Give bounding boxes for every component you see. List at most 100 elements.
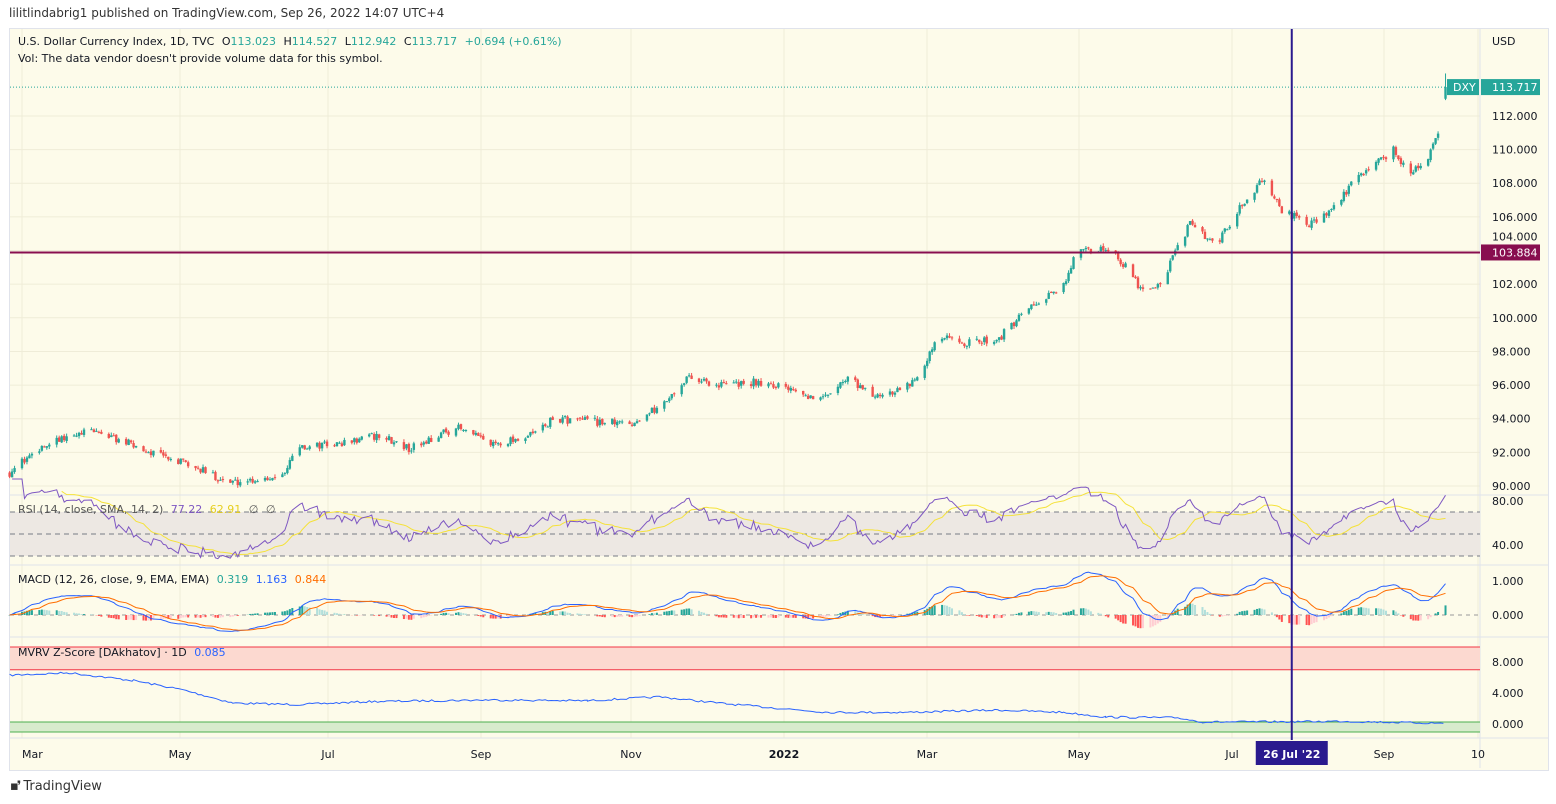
candle-body	[392, 442, 396, 445]
mvrv-legend[interactable]: MVRV Z-Score [DAkhatov] · 1D 0.085	[18, 646, 230, 659]
candle-body	[975, 338, 978, 340]
macd-histogram-bar	[204, 615, 207, 618]
macd-histogram-bar	[1377, 608, 1380, 615]
candle-body	[219, 479, 222, 481]
candle-body	[581, 418, 584, 420]
candle-body	[1362, 174, 1365, 176]
macd-histogram-bar	[928, 607, 931, 615]
candle-body	[551, 417, 554, 420]
macd-histogram-bar	[998, 615, 1001, 618]
macd-histogram-bar	[613, 615, 616, 618]
candle-body	[928, 351, 931, 361]
tradingview-brand[interactable]: ▪❜ TradingView	[10, 779, 102, 794]
candle-body	[377, 434, 381, 438]
candle-body	[911, 380, 914, 387]
candle-body	[28, 455, 31, 459]
candle-body	[861, 385, 864, 390]
macd-histogram-bar	[388, 615, 391, 617]
macd-histogram-bar	[913, 612, 916, 615]
candle-body	[1102, 246, 1105, 251]
macd-histogram-bar	[442, 612, 445, 615]
rsi-legend[interactable]: RSI (14, close, SMA, 14, 2) 77.22 62.91 …	[18, 503, 279, 516]
macd-histogram-bar	[1166, 615, 1169, 620]
candle-body	[110, 435, 113, 438]
candle-body	[340, 443, 344, 447]
macd-histogram-bar	[509, 615, 512, 618]
candle-body	[514, 438, 517, 442]
macd-histogram-bar	[611, 615, 614, 617]
candle-body	[1208, 239, 1212, 241]
candle-body	[893, 392, 897, 395]
candle-body	[682, 383, 686, 385]
macd-histogram-bar	[725, 615, 728, 618]
candle-body	[1131, 264, 1135, 278]
candle-body	[913, 379, 916, 381]
candle-body	[1159, 283, 1162, 285]
close-value: 113.717	[411, 35, 458, 48]
macd-histogram-bar	[603, 615, 606, 618]
macd-tick-label: 0.000	[1492, 609, 1524, 622]
candle-body	[199, 468, 202, 473]
macd-histogram-bar	[216, 615, 219, 618]
candle-body	[722, 382, 726, 384]
axes: 90.00092.00094.00096.00098.000100.000102…	[22, 29, 1540, 765]
candle-body	[826, 394, 830, 396]
macd-histogram-bar	[110, 615, 113, 619]
candle-body	[405, 444, 408, 449]
macd-histogram-bar	[670, 610, 673, 615]
candle-body	[1364, 170, 1368, 174]
macd-histogram-bar	[199, 615, 202, 618]
candle-body	[343, 439, 346, 446]
candle-body	[1188, 221, 1192, 225]
macd-histogram-bar	[1261, 608, 1263, 615]
candle-body	[511, 436, 515, 442]
macd-histogram-bar	[767, 615, 770, 618]
candle-body	[320, 442, 324, 449]
open-label: O	[221, 35, 231, 48]
candle-body	[65, 436, 68, 441]
macd-histogram-bar	[1345, 610, 1348, 615]
macd-histogram-bar	[43, 609, 46, 615]
candle-body	[1419, 165, 1422, 169]
candle-body	[544, 424, 547, 427]
candle-body	[1310, 220, 1313, 228]
mvrv-green-band	[10, 722, 1480, 732]
macd-histogram-bar	[127, 615, 130, 620]
macd-histogram-bar	[1380, 608, 1383, 615]
macd-histogram-bar	[273, 611, 276, 615]
macd-legend[interactable]: MACD (12, 26, close, 9, EMA, EMA) 0.319 …	[18, 573, 330, 586]
candle-body	[147, 452, 150, 454]
candle-body	[586, 416, 589, 419]
candle-body	[1186, 225, 1189, 237]
macd-histogram-bar	[975, 615, 978, 616]
candle-body	[1139, 287, 1142, 289]
macd-histogram-bar	[948, 606, 951, 615]
macd-histogram-bar	[1427, 615, 1430, 620]
macd-histogram-bar	[1313, 615, 1316, 623]
macd-histogram-bar	[1263, 609, 1266, 615]
macd-histogram-bar	[489, 615, 492, 619]
candle-body	[350, 440, 354, 443]
macd-histogram-bar	[1194, 605, 1197, 615]
candle-body	[943, 338, 946, 340]
macd-histogram-bar	[995, 615, 998, 619]
candle-body	[464, 430, 468, 432]
macd-histogram-bar	[338, 613, 341, 615]
candle-body	[1032, 304, 1036, 306]
macd-histogram-bar	[1367, 608, 1370, 615]
candle-body	[1434, 138, 1437, 144]
candle-body	[1245, 199, 1249, 203]
macd-histogram-bar	[618, 615, 621, 617]
candle-body	[1426, 159, 1430, 166]
time-tick-label: Jul	[1224, 748, 1238, 761]
macd-histogram-bar	[420, 615, 423, 619]
macd-histogram-bar	[1015, 613, 1018, 615]
macd-histogram-bar	[1392, 610, 1395, 615]
candle-body	[256, 481, 259, 483]
macd-histogram-bar	[836, 614, 839, 615]
candle-body	[152, 450, 155, 456]
macd-histogram-bar	[1052, 612, 1055, 615]
candle-body	[422, 442, 425, 445]
macd-histogram-bar	[1151, 615, 1154, 627]
